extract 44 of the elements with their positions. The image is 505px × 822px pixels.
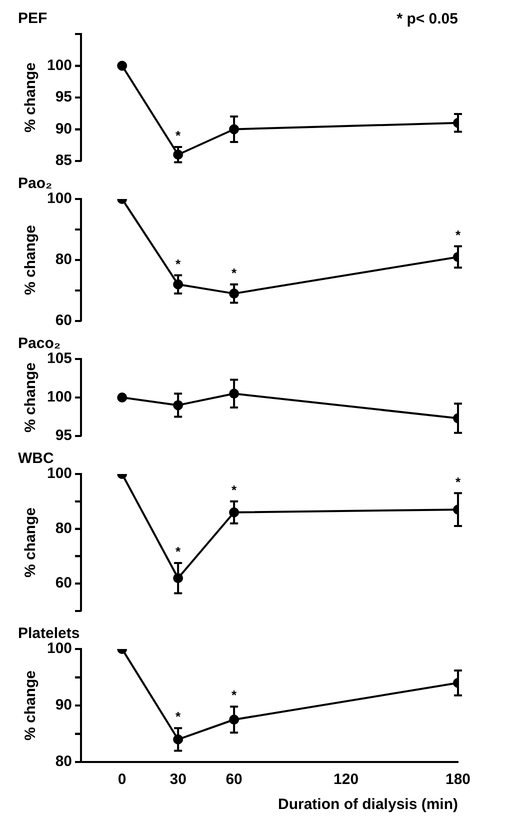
y-tick-label: 100	[46, 56, 72, 74]
annotation: *	[176, 544, 182, 560]
annotation: *	[232, 265, 238, 280]
y-axis-title: % change	[22, 507, 40, 578]
y-tick-label: 80	[55, 520, 72, 537]
point	[117, 60, 128, 71]
y-axis-title: % change	[22, 362, 40, 433]
y-tick-label: 90	[55, 120, 72, 138]
y-tick-label: 95	[55, 88, 72, 106]
chart-title: Paco₂	[18, 335, 61, 352]
y-tick-label: 100	[46, 190, 72, 208]
chart-title: PEF	[18, 10, 48, 28]
annotation: *	[176, 128, 182, 144]
y-tick-label: 105	[46, 350, 72, 368]
y-axis-title: % change	[22, 670, 40, 741]
y-tick-label: 80	[55, 753, 72, 770]
y-tick-label: 90	[55, 696, 72, 714]
text: * p< 0.05	[396, 10, 458, 28]
y-tick-label: 95	[55, 427, 72, 444]
annotation: *	[455, 227, 462, 242]
point	[117, 392, 128, 402]
x-tick-label: 120	[334, 771, 359, 788]
x-axis-title: Duration of dialysis (min)	[278, 796, 458, 814]
chart-title: Pao₂	[18, 175, 52, 192]
y-tick-label: 85	[55, 152, 72, 170]
x-tick-label: 180	[445, 771, 471, 788]
annotation: *	[232, 688, 238, 703]
x-tick-label: 0	[118, 771, 126, 788]
y-axis-title: % change	[22, 62, 40, 133]
x-tick-label: 30	[170, 771, 186, 788]
annotation: *	[176, 709, 182, 724]
annotation: *	[232, 482, 238, 498]
annotation: *	[176, 256, 182, 272]
y-axis-title: % change	[22, 224, 40, 296]
annotation: *	[455, 474, 462, 490]
x-tick-label: 60	[226, 771, 242, 788]
y-tick-label: 80	[55, 251, 72, 268]
y-tick-label: 60	[55, 574, 72, 592]
chart-title: Platelets	[18, 625, 80, 642]
chart-title: WBC	[18, 450, 54, 468]
y-tick-label: 100	[46, 465, 72, 482]
y-tick-label: 100	[46, 640, 72, 658]
y-tick-label: 100	[46, 388, 72, 406]
y-tick-label: 60	[55, 312, 72, 330]
